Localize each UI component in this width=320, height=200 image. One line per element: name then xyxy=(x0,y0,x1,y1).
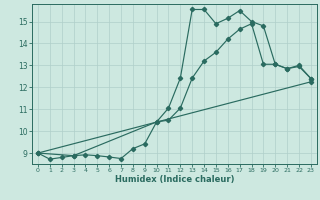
X-axis label: Humidex (Indice chaleur): Humidex (Indice chaleur) xyxy=(115,175,234,184)
